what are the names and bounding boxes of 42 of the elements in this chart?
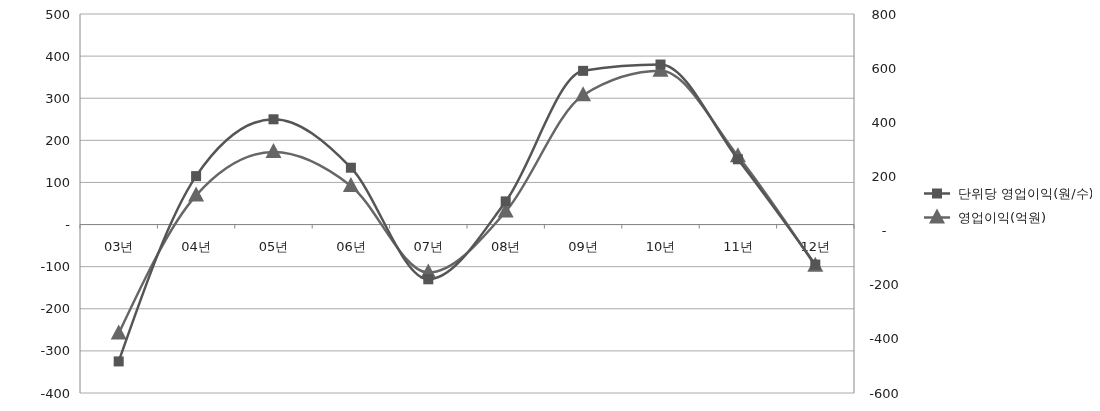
- point: [268, 114, 279, 125]
- y-tick-label: -: [65, 217, 71, 233]
- y-tick-label: 500: [45, 6, 70, 22]
- x-tick-label: 07년: [413, 238, 444, 254]
- y2-tick-label: -200: [869, 277, 899, 293]
- point: [342, 176, 359, 192]
- point: [191, 171, 202, 182]
- y2-tick-label: -400: [869, 331, 899, 347]
- y2-tick-label: 600: [871, 60, 897, 76]
- y-tick-label: 400: [45, 48, 70, 64]
- y-tick-label: 200: [45, 132, 70, 148]
- point: [500, 196, 511, 207]
- x-tick-label: 03년: [103, 238, 134, 254]
- x-tick-label: 08년: [490, 238, 521, 254]
- x-tick-label: 10년: [645, 238, 676, 254]
- point: [113, 356, 124, 367]
- legend-label: 영업이익(억원): [958, 210, 1047, 226]
- x-tick-label: 04년: [181, 238, 211, 254]
- y-tick-label: 300: [45, 90, 70, 106]
- y2-tick-label: 800: [871, 6, 897, 22]
- point: [110, 324, 127, 340]
- y2-tick-label: -600: [869, 385, 899, 401]
- x-tick-label: 09년: [568, 238, 598, 254]
- x-tick-label: 11년: [723, 238, 753, 254]
- point: [655, 59, 666, 70]
- legend-label: 단위당 영업이익(원/수): [958, 186, 1094, 202]
- x-tick-label: 06년: [336, 238, 366, 254]
- y2-tick-label: 400: [871, 114, 897, 130]
- point: [188, 186, 205, 202]
- point: [575, 86, 592, 102]
- y-tick-label: -200: [40, 301, 70, 317]
- y2-tick-label: 200: [871, 168, 897, 184]
- point: [423, 274, 434, 285]
- x-tick-label: 05년: [258, 238, 289, 254]
- point: [578, 65, 589, 76]
- point: [265, 143, 282, 159]
- point: [345, 162, 356, 173]
- y2-tick-label: -: [881, 223, 887, 239]
- y-tick-label: -100: [40, 259, 70, 275]
- y-tick-label: 100: [45, 174, 70, 190]
- y-tick-label: -400: [40, 385, 70, 401]
- y-tick-label: -300: [40, 343, 70, 359]
